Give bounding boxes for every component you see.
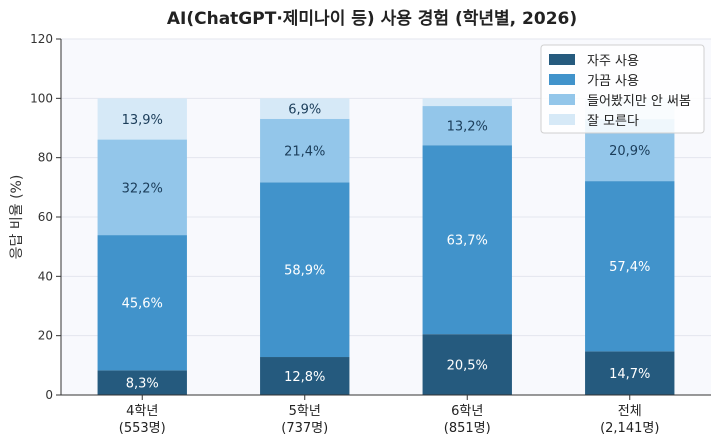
data-label: 32,2% bbox=[122, 181, 163, 196]
x-tick-sublabel: (737명) bbox=[281, 421, 328, 436]
y-tick-label: 40 bbox=[38, 269, 53, 283]
segment-labels: 8,3% 45,6% 32,2% 13,9% 12,8% 58,9% 21,4% 6,9% 20… bbox=[122, 103, 651, 392]
x-tick-sublabel: (2,141명) bbox=[600, 421, 659, 436]
bar-segment bbox=[422, 98, 512, 107]
y-ticks: 0 20 40 60 80 100 120 bbox=[30, 32, 61, 402]
bars bbox=[97, 98, 675, 395]
data-label: 12,8% bbox=[284, 370, 325, 385]
bar-segment bbox=[97, 98, 187, 140]
data-label: 21,4% bbox=[284, 145, 325, 160]
bar-segment bbox=[97, 370, 187, 395]
chart-title: AI(ChatGPT·제미나이 등) 사용 경험 (학년별, 2026) bbox=[167, 8, 577, 29]
y-tick-label: 80 bbox=[38, 151, 53, 165]
bar-segment bbox=[97, 235, 187, 371]
data-label: 45,6% bbox=[122, 297, 163, 312]
legend-label: 가끔 사용 bbox=[587, 74, 639, 89]
x-tick-label: 6학년 bbox=[451, 404, 483, 419]
legend-label: 잘 모른다 bbox=[587, 114, 639, 129]
data-label: 20,9% bbox=[609, 144, 650, 159]
x-tick-label: 4학년 bbox=[126, 404, 158, 419]
bar-segment bbox=[422, 145, 512, 335]
legend-swatch bbox=[549, 54, 575, 65]
data-label: 13,2% bbox=[447, 120, 488, 135]
bar-segment bbox=[585, 351, 675, 395]
bar-segment bbox=[97, 139, 187, 236]
x-ticks: 4학년 (553명) 5학년 (737명) 6학년 (851명) 전체 (2,141명) bbox=[119, 395, 659, 436]
bar-segment bbox=[260, 98, 350, 119]
bar-segment bbox=[260, 118, 350, 183]
y-axis-label: 응답 비율 (%) bbox=[9, 175, 25, 260]
x-tick-label: 전체 bbox=[618, 404, 642, 419]
bar-segment bbox=[260, 182, 350, 358]
legend-label: 자주 사용 bbox=[587, 54, 639, 69]
y-tick-label: 60 bbox=[38, 210, 53, 224]
y-tick-label: 0 bbox=[45, 388, 53, 402]
legend-box bbox=[540, 44, 705, 134]
y-tick-label: 100 bbox=[30, 91, 53, 105]
legend-label: 들어봤지만 안 써봄 bbox=[587, 94, 691, 109]
y-tick-label: 20 bbox=[38, 329, 53, 343]
bar-segment bbox=[585, 181, 675, 352]
data-label: 13,9% bbox=[122, 113, 163, 128]
x-tick-label: 5학년 bbox=[289, 404, 321, 419]
x-tick-sublabel: (851명) bbox=[444, 421, 491, 436]
x-tick-sublabel: (553명) bbox=[119, 421, 166, 436]
data-label: 20,5% bbox=[447, 359, 488, 374]
data-label: 63,7% bbox=[447, 234, 488, 249]
bar-segment bbox=[260, 357, 350, 395]
data-label: 58,9% bbox=[284, 264, 325, 279]
data-label: 8,3% bbox=[126, 377, 159, 392]
legend-swatch bbox=[549, 74, 575, 85]
data-label: 57,4% bbox=[609, 260, 650, 275]
legend-swatch bbox=[549, 94, 575, 105]
data-label: 6,9% bbox=[288, 103, 321, 118]
data-label: 14,7% bbox=[609, 367, 650, 382]
bar-segment bbox=[422, 106, 512, 146]
y-tick-label: 120 bbox=[30, 32, 53, 46]
legend-swatch bbox=[549, 114, 575, 125]
bar-segment bbox=[422, 334, 512, 395]
